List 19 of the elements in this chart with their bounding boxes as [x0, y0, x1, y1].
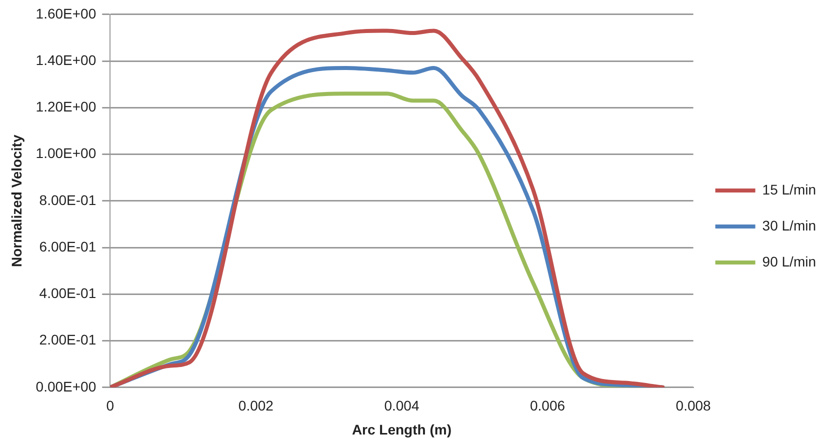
y-tick-label: 1.40E+00: [36, 52, 96, 68]
legend-label: 15 L/min: [762, 181, 816, 198]
y-tick-label: 1.60E+00: [36, 5, 96, 22]
x-tick-label: 0.002: [238, 398, 274, 414]
y-tick-label: 8.00E-01: [39, 192, 96, 208]
x-tick-label: 0.008: [676, 398, 712, 414]
y-tick-label: 0.00E+00: [36, 378, 96, 394]
legend-label: 90 L/min: [762, 253, 816, 270]
y-tick-label: 1.20E+00: [36, 98, 96, 115]
x-tick-label: 0.004: [384, 398, 420, 414]
legend-label: 30 L/min: [762, 217, 816, 234]
x-axis-title: Arc Length (m): [352, 421, 452, 438]
x-tick-label: 0.006: [530, 398, 566, 414]
x-tick-label: 0: [106, 398, 114, 414]
y-tick-label: 6.00E-01: [39, 238, 96, 254]
y-tick-label: 2.00E-01: [39, 332, 96, 348]
y-tick-label: 4.00E-01: [39, 285, 96, 302]
y-axis-title: Normalized Velocity: [8, 134, 24, 268]
y-tick-label: 1.00E+00: [36, 145, 96, 162]
